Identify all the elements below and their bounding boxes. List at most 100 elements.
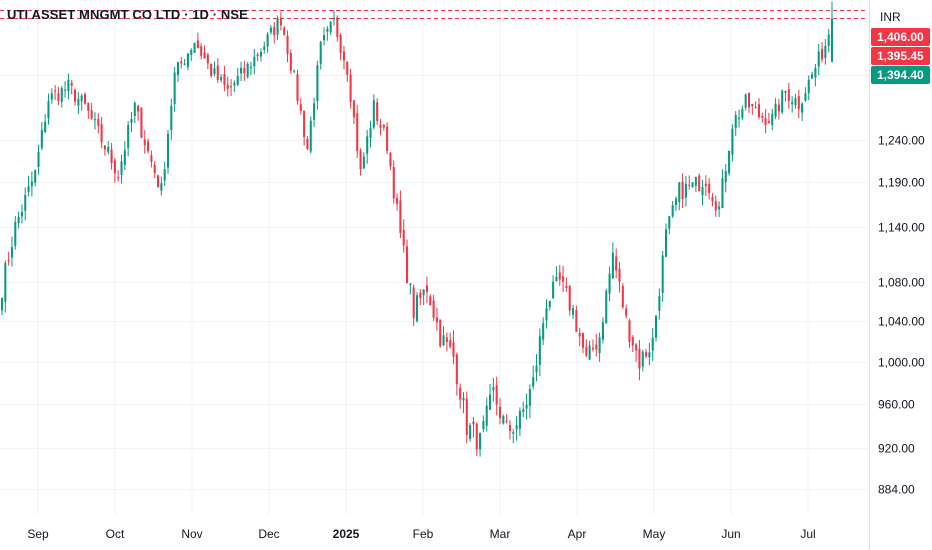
candle-body [213,68,216,75]
y-tick-label: 1,190.00 [878,176,925,190]
candle-body [635,344,638,351]
candle-body [442,335,445,346]
candle-body [598,337,601,354]
candle-body [206,54,209,64]
candle-body [299,104,302,111]
candle-body [781,90,784,113]
candle-body [27,186,30,192]
price-tag-label: 1,395.45 [877,49,924,63]
candle-body [558,272,561,280]
candle-body [17,216,20,223]
candle-body [392,166,395,199]
currency-selector[interactable]: INR [880,10,901,24]
candle-body [362,156,365,169]
candle-body [269,27,272,33]
candle-body [595,344,598,350]
candle-body [791,102,794,105]
candle-body [170,105,173,131]
candle-body [807,79,810,94]
x-tick-label: 2025 [333,527,360,541]
candle-body [615,256,618,271]
candle-body [83,94,87,104]
candle-body [382,124,385,128]
candle-body [319,41,322,64]
candle-body [210,63,213,77]
candle-body [153,164,156,174]
candle-body [704,183,707,186]
candle-body [688,184,691,186]
y-tick-label: 1,040.00 [878,315,925,329]
candle-body [472,421,475,425]
candle-body [508,424,511,431]
candle-body [389,152,392,167]
y-tick-label: 1,080.00 [878,276,925,290]
candle-body [651,337,654,351]
candle-body [435,317,438,323]
candle-body [608,273,611,294]
candle-body [406,246,409,283]
candle-body [575,310,578,332]
y-tick-label: 1,000.00 [878,356,925,370]
candle-body [432,300,435,318]
candle-body [133,103,136,117]
candle-body [555,276,558,282]
candle-body [492,387,495,391]
candle-body [774,103,777,117]
candle-body [641,351,644,367]
candle-body [137,105,140,112]
candle-body [538,336,541,365]
candle-body [787,89,790,101]
candle-body [87,102,90,111]
candle-body [734,115,737,128]
candle-body [674,198,677,206]
candle-body [176,62,179,76]
candle-body [180,61,183,64]
candle-body [47,101,50,119]
candle-body [465,398,468,435]
candle-body [645,352,648,357]
candle-body [123,150,126,165]
y-tick-label: 884.00 [878,483,915,497]
candle-body [469,425,472,439]
candle-body [396,198,399,204]
candle-body [631,337,634,346]
chart-title: UTI ASSET MNGMT CO LTD · 1D · NSE [7,7,248,22]
candle-body [585,346,588,356]
candle-body [323,35,326,41]
candle-body [226,84,229,89]
candle-body [738,117,741,119]
candle-body [741,108,744,119]
candle-body [581,333,585,348]
candle-body [718,206,721,210]
candle-body [429,296,432,306]
candle-body [173,72,176,105]
candle-body [485,405,488,426]
candle-body [70,82,73,86]
candle-body [216,65,219,80]
candle-body [349,74,352,102]
candle-body [482,421,485,430]
candle-body [100,124,103,143]
candle-body [236,76,239,85]
candle-body [731,128,734,155]
candle-body [565,285,568,288]
candle-body [279,17,282,26]
candle-body [54,90,57,92]
grid-lines [0,0,868,515]
candle-body [369,128,372,139]
candle-body [379,124,382,128]
candle-body [376,102,379,121]
candle-body [479,432,482,450]
candle-body [352,100,355,118]
candle-body [591,347,594,350]
candle-body [821,48,824,60]
candle-body [246,64,249,77]
candle-body [296,74,299,101]
candle-body [103,145,106,150]
candle-body [638,348,641,369]
candle-body [150,155,153,162]
candle-body [754,107,757,109]
candle-body [259,51,262,57]
candle-body [249,67,253,69]
candle-body [671,205,674,217]
